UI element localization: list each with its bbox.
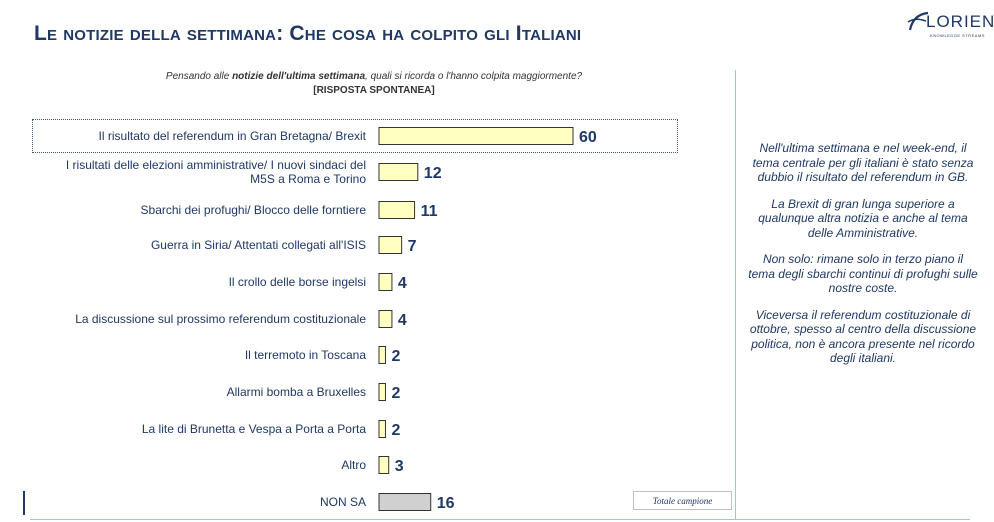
- category-label: Il risultato del referendum in Gran Bret…: [99, 129, 367, 143]
- survey-question: Pensando alle notizie dell'ultima settim…: [110, 71, 638, 82]
- data-label: 60: [579, 129, 597, 146]
- category-label: NON SA: [320, 495, 366, 509]
- total-sample-label: Totale campione: [633, 491, 732, 510]
- left-edge-marker: [23, 491, 25, 515]
- category-label: Sbarchi dei profughi/ Blocco delle fornt…: [141, 203, 367, 217]
- category-label: La lite di Brunetta e Vespa a Porta a Po…: [142, 422, 366, 436]
- data-label: 2: [391, 422, 400, 439]
- bar: [378, 420, 386, 438]
- lorien-logo: LORIEN KNOWLEDGE STREAMS: [906, 8, 994, 46]
- data-label: 7: [408, 238, 417, 255]
- category-label: Altro: [341, 458, 366, 472]
- data-label: 2: [391, 385, 400, 402]
- logo-wordmark: LORIEN: [926, 12, 994, 31]
- commentary-paragraph: Viceversa il referendum costituzionale d…: [749, 307, 977, 366]
- bar: [378, 346, 386, 364]
- data-label: 3: [395, 458, 404, 475]
- data-label: 12: [424, 165, 442, 182]
- commentary-paragraph: La Brexit di gran lunga superiore a qual…: [758, 196, 968, 240]
- question-prefix: Pensando alle: [165, 71, 233, 82]
- category-label: Il crollo delle borse ingelsi: [229, 275, 366, 289]
- category-label: Allarmi bomba a Bruxelles: [227, 385, 366, 399]
- news-bar-chart: 60 Il risultato del referendum in Gran Br…: [66, 127, 597, 512]
- bar: [378, 127, 574, 145]
- response-type: [RISPOSTA SPONTANEA]: [313, 85, 435, 96]
- bar: [378, 383, 386, 401]
- page-title: Le notizie della settimana: Che cosa ha …: [34, 22, 582, 45]
- data-label: 4: [398, 275, 407, 292]
- bottom-rule: [30, 519, 970, 520]
- category-label: I risultati delle elezioni amministrativ…: [66, 158, 366, 172]
- bar: [378, 273, 393, 291]
- category-label: M5S a Roma e Torino: [250, 172, 366, 186]
- question-emphasis: notizie dell'ultima settimana: [232, 71, 366, 82]
- bar: [378, 201, 416, 219]
- bar: [378, 310, 393, 328]
- vertical-divider: [735, 70, 736, 520]
- logo-tagline: KNOWLEDGE STREAMS: [930, 33, 985, 38]
- bar: [378, 163, 419, 181]
- category-label: Guerra in Siria/ Attentati collegati all…: [151, 238, 366, 252]
- data-label: 11: [421, 203, 438, 220]
- commentary-panel: Nell'ultima settimana e nel week-end, il…: [748, 141, 978, 378]
- bar: [378, 493, 432, 511]
- data-label: 16: [437, 495, 455, 512]
- data-label: 4: [398, 312, 407, 329]
- lorien-logo-mark-icon: [907, 11, 929, 31]
- data-label: 2: [391, 348, 400, 365]
- bar: [378, 236, 403, 254]
- commentary-paragraph: Nell'ultima settimana e nel week-end, il…: [752, 141, 974, 184]
- category-label: La discussione sul prossimo referendum c…: [75, 312, 366, 326]
- bar: [378, 456, 390, 474]
- highlight-box: [32, 119, 678, 153]
- commentary-paragraph: Non solo: rimane solo in terzo piano il …: [748, 252, 978, 295]
- question-suffix: , quali si ricorda o l'hanno colpita mag…: [365, 71, 583, 82]
- category-label: Il terremoto in Toscana: [245, 348, 366, 362]
